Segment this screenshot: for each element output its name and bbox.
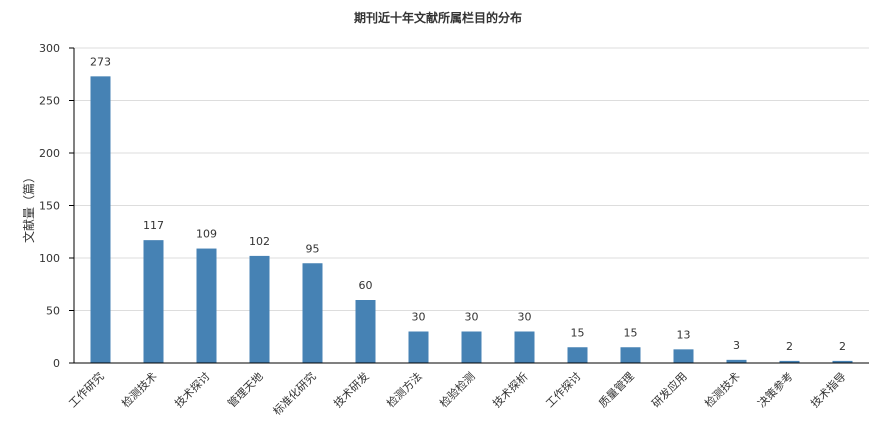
data-label: 273 <box>90 55 111 68</box>
x-tick-label: 管理天地 <box>225 369 266 410</box>
data-label: 2 <box>839 340 846 353</box>
y-tick-label: 0 <box>53 357 60 370</box>
x-tick-label: 检测技术 <box>119 369 160 410</box>
x-axis-ticks: 工作研究 检测技术 技术探讨 管理天地 标准化研究 技术研发 检测方法 检验检测 技术探析 工作探… <box>66 369 849 418</box>
y-axis-ticks: 0 50 100 150 200 250 300 <box>39 42 74 370</box>
x-tick-label: 技术探析 <box>490 369 531 410</box>
data-label: 102 <box>249 235 270 248</box>
data-label: 2 <box>786 340 793 353</box>
x-tick-label: 决策参考 <box>755 369 796 410</box>
bar <box>302 263 323 363</box>
bar <box>143 240 164 363</box>
x-tick-label: 研发应用 <box>649 369 690 410</box>
data-label: 117 <box>143 219 164 232</box>
data-label: 15 <box>624 326 638 339</box>
bar <box>355 300 376 363</box>
x-tick-label: 标准化研究 <box>270 369 319 418</box>
data-label: 60 <box>359 279 373 292</box>
bar <box>249 255 270 363</box>
data-label: 30 <box>518 311 532 324</box>
x-tick-label: 工作研究 <box>66 369 107 410</box>
y-axis-label: 文献量（篇） <box>21 171 36 243</box>
y-tick-label: 300 <box>39 42 60 55</box>
y-tick-label: 50 <box>46 305 60 318</box>
x-tick-label: 技术指导 <box>808 369 849 410</box>
bar <box>514 331 535 363</box>
bar <box>567 347 588 363</box>
bar <box>726 359 747 363</box>
bar <box>196 248 217 363</box>
gridlines <box>74 47 869 311</box>
y-tick-label: 150 <box>39 200 60 213</box>
x-tick-label: 质量管理 <box>596 369 637 410</box>
bar <box>673 349 694 363</box>
x-tick-label: 检测技术 <box>702 369 743 410</box>
y-tick-label: 100 <box>39 252 60 265</box>
x-tick-label: 技术探讨 <box>172 370 212 410</box>
data-label: 109 <box>196 228 217 241</box>
bar <box>620 347 641 363</box>
bars <box>90 76 853 363</box>
bar <box>832 360 853 363</box>
bar <box>461 331 482 363</box>
data-label: 3 <box>733 339 740 352</box>
bar <box>779 360 800 363</box>
bar <box>408 331 429 363</box>
y-tick-label: 250 <box>39 95 60 108</box>
data-label: 15 <box>571 326 585 339</box>
chart-title: 期刊近十年文献所属栏目的分布 <box>354 10 522 25</box>
x-tick-label: 技术研发 <box>331 369 372 410</box>
data-label: 30 <box>412 311 426 324</box>
data-label: 30 <box>465 311 479 324</box>
x-tick-label: 工作探讨 <box>543 370 583 410</box>
data-label: 95 <box>306 242 320 255</box>
x-tick-label: 检测方法 <box>384 369 425 410</box>
data-labels: 273 117 109 102 95 60 30 30 30 15 15 13 3 2 2 <box>90 55 846 353</box>
bar <box>90 76 111 363</box>
data-label: 13 <box>677 328 691 341</box>
x-tick-label: 检验检测 <box>437 369 478 410</box>
y-tick-label: 200 <box>39 147 60 160</box>
